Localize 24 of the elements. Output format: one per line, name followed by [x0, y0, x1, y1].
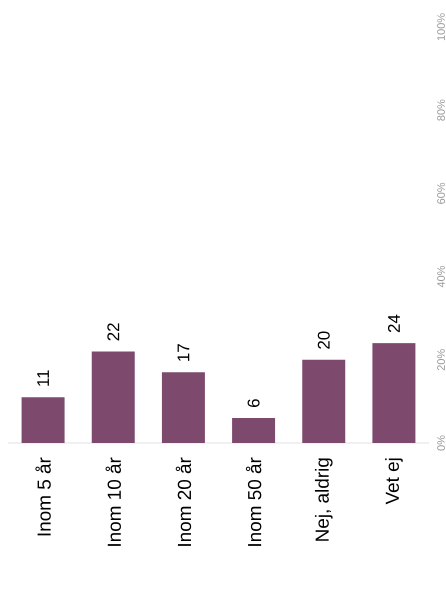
bar: [302, 360, 346, 443]
y-tick-label: 20%: [437, 349, 445, 370]
data-label: 11: [37, 370, 49, 386]
x-tick-label: Inom 20 år: [176, 457, 192, 546]
y-tick-label: 40%: [437, 266, 445, 288]
data-label: 22: [107, 323, 120, 340]
y-tick-label: 100%: [437, 13, 445, 40]
data-label: 17: [178, 344, 190, 361]
x-tick-label: Inom 10 år: [106, 457, 121, 546]
data-label: 20: [318, 331, 330, 349]
data-label: 6: [248, 399, 260, 408]
y-tick-label: 0%: [437, 435, 445, 450]
x-tick-label: Inom 5 år: [35, 457, 51, 536]
bar: [232, 418, 276, 443]
x-tick-label: Nej, aldrig: [314, 458, 333, 541]
bar: [92, 351, 135, 443]
bar: [162, 372, 205, 443]
data-label: 24: [388, 314, 400, 332]
y-tick-label: 80%: [437, 100, 445, 121]
bar: [22, 397, 65, 443]
bar: [372, 343, 416, 443]
y-tick-label: 60%: [437, 182, 445, 204]
x-tick-label: Inom 50 år: [246, 457, 262, 546]
x-tick-label: Vet ej: [385, 458, 403, 504]
